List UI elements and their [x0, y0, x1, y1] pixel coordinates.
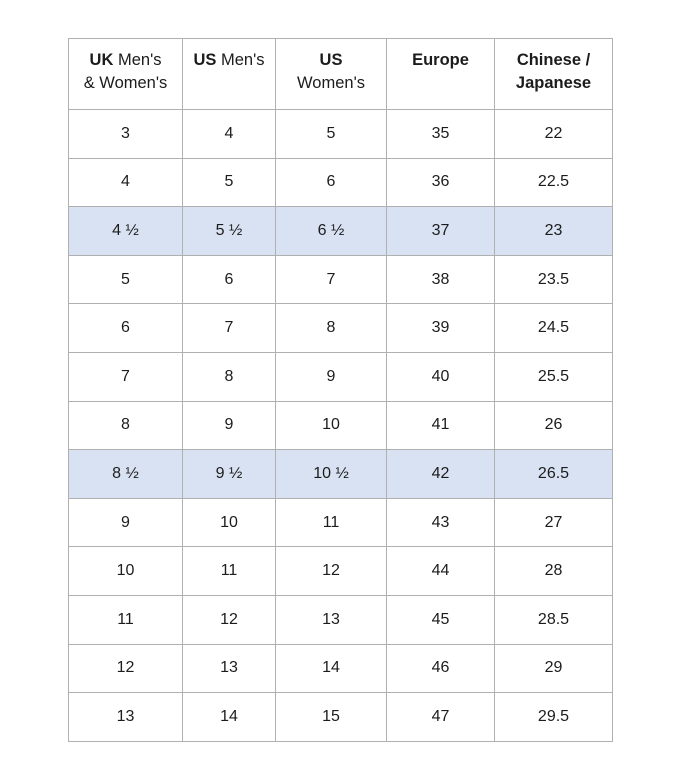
cell-europe: 42	[386, 449, 495, 499]
cell-us-womens: 10	[275, 400, 387, 451]
cell-europe: 38	[386, 254, 495, 305]
header-row: UK Men's & Women's US Men's US Women's E…	[68, 38, 613, 110]
shoe-size-conversion-table: UK Men's & Women's US Men's US Women's E…	[68, 38, 613, 742]
table-row: 4 ½ 5 ½ 6 ½ 37 23	[68, 206, 613, 256]
cell-uk: 5	[68, 254, 183, 305]
cell-us-womens: 11	[275, 497, 387, 548]
cell-chinese-japanese: 28.5	[494, 594, 613, 645]
table-row: 8 9 10 41 26	[68, 400, 613, 451]
table-row: 12 13 14 46 29	[68, 643, 613, 694]
cell-uk: 11	[68, 594, 183, 645]
header-uk-regular: Men's	[117, 51, 162, 69]
cell-uk: 3	[68, 109, 183, 159]
header-line: Women's	[297, 74, 365, 92]
table-row: 13 14 15 47 29.5	[68, 692, 613, 742]
cell-us-womens: 13	[275, 594, 387, 645]
cell-us-mens: 7	[182, 303, 276, 353]
header-line: & Women's	[83, 74, 168, 92]
cell-us-womens: 5	[275, 109, 387, 159]
header-us-bold: US	[193, 51, 217, 69]
table-row: 3 4 5 35 22	[68, 109, 613, 159]
cell-uk: 4	[68, 157, 183, 208]
cell-us-mens: 13	[182, 643, 276, 694]
cell-us-mens: 9	[182, 400, 276, 451]
table-row: 11 12 13 45 28.5	[68, 594, 613, 645]
cell-uk: 13	[68, 692, 183, 742]
cell-europe: 41	[386, 400, 495, 451]
cell-us-mens: 6	[182, 254, 276, 305]
header-line: Japanese	[515, 74, 592, 92]
cell-europe: 46	[386, 643, 495, 694]
cell-uk: 6	[68, 303, 183, 353]
header-us-mens-regular: Men's	[221, 51, 265, 69]
cell-us-mens: 11	[182, 546, 276, 596]
cell-chinese-japanese: 28	[494, 546, 613, 596]
table-row: 9 10 11 43 27	[68, 497, 613, 548]
cell-uk: 12	[68, 643, 183, 694]
cell-uk: 8 ½	[68, 449, 183, 499]
header-uk-bold: UK	[89, 51, 114, 69]
header-line: Europe	[412, 51, 469, 69]
cell-europe: 40	[386, 351, 495, 402]
cell-us-womens: 14	[275, 643, 387, 694]
header-line: US	[319, 51, 343, 69]
cell-europe: 39	[386, 303, 495, 353]
cell-uk: 7	[68, 351, 183, 402]
cell-chinese-japanese: 23.5	[494, 254, 613, 305]
cell-chinese-japanese: 22	[494, 109, 613, 159]
header-cell-europe: Europe	[386, 38, 495, 110]
cell-us-womens: 7	[275, 254, 387, 305]
cell-chinese-japanese: 22.5	[494, 157, 613, 208]
cell-europe: 35	[386, 109, 495, 159]
cell-us-womens: 6 ½	[275, 206, 387, 256]
cell-chinese-japanese: 23	[494, 206, 613, 256]
cell-us-mens: 9 ½	[182, 449, 276, 499]
cell-us-mens: 5 ½	[182, 206, 276, 256]
table-row: 6 7 8 39 24.5	[68, 303, 613, 353]
cell-us-mens: 8	[182, 351, 276, 402]
header-line: UK Men's	[71, 49, 180, 72]
cell-us-mens: 10	[182, 497, 276, 548]
cell-uk: 4 ½	[68, 206, 183, 256]
cell-us-womens: 9	[275, 351, 387, 402]
header-cell-uk-mens-womens: UK Men's & Women's	[68, 38, 183, 110]
table-row: 7 8 9 40 25.5	[68, 351, 613, 402]
cell-europe: 37	[386, 206, 495, 256]
cell-us-mens: 5	[182, 157, 276, 208]
header-cell-us-mens: US Men's	[182, 38, 276, 110]
cell-chinese-japanese: 29	[494, 643, 613, 694]
header-cell-us-womens: US Women's	[275, 38, 387, 110]
header-line: Chinese /	[516, 51, 591, 69]
cell-us-womens: 6	[275, 157, 387, 208]
cell-us-mens: 12	[182, 594, 276, 645]
table-row: 5 6 7 38 23.5	[68, 254, 613, 305]
table-row: 10 11 12 44 28	[68, 546, 613, 596]
cell-us-womens: 12	[275, 546, 387, 596]
cell-europe: 36	[386, 157, 495, 208]
table-row: 8 ½ 9 ½ 10 ½ 42 26.5	[68, 449, 613, 499]
cell-chinese-japanese: 24.5	[494, 303, 613, 353]
table-row: 4 5 6 36 22.5	[68, 157, 613, 208]
cell-us-womens: 15	[275, 692, 387, 742]
cell-chinese-japanese: 25.5	[494, 351, 613, 402]
cell-uk: 9	[68, 497, 183, 548]
cell-us-mens: 14	[182, 692, 276, 742]
header-cell-chinese-japanese: Chinese / Japanese	[494, 38, 613, 110]
cell-uk: 10	[68, 546, 183, 596]
cell-us-mens: 4	[182, 109, 276, 159]
cell-chinese-japanese: 26	[494, 400, 613, 451]
header-line: US Men's	[185, 49, 273, 72]
cell-europe: 47	[386, 692, 495, 742]
cell-europe: 44	[386, 546, 495, 596]
cell-chinese-japanese: 27	[494, 497, 613, 548]
cell-chinese-japanese: 29.5	[494, 692, 613, 742]
cell-europe: 45	[386, 594, 495, 645]
shoe-size-chart-container: UK Men's & Women's US Men's US Women's E…	[68, 38, 613, 742]
cell-uk: 8	[68, 400, 183, 451]
cell-europe: 43	[386, 497, 495, 548]
cell-chinese-japanese: 26.5	[494, 449, 613, 499]
cell-us-womens: 8	[275, 303, 387, 353]
cell-us-womens: 10 ½	[275, 449, 387, 499]
